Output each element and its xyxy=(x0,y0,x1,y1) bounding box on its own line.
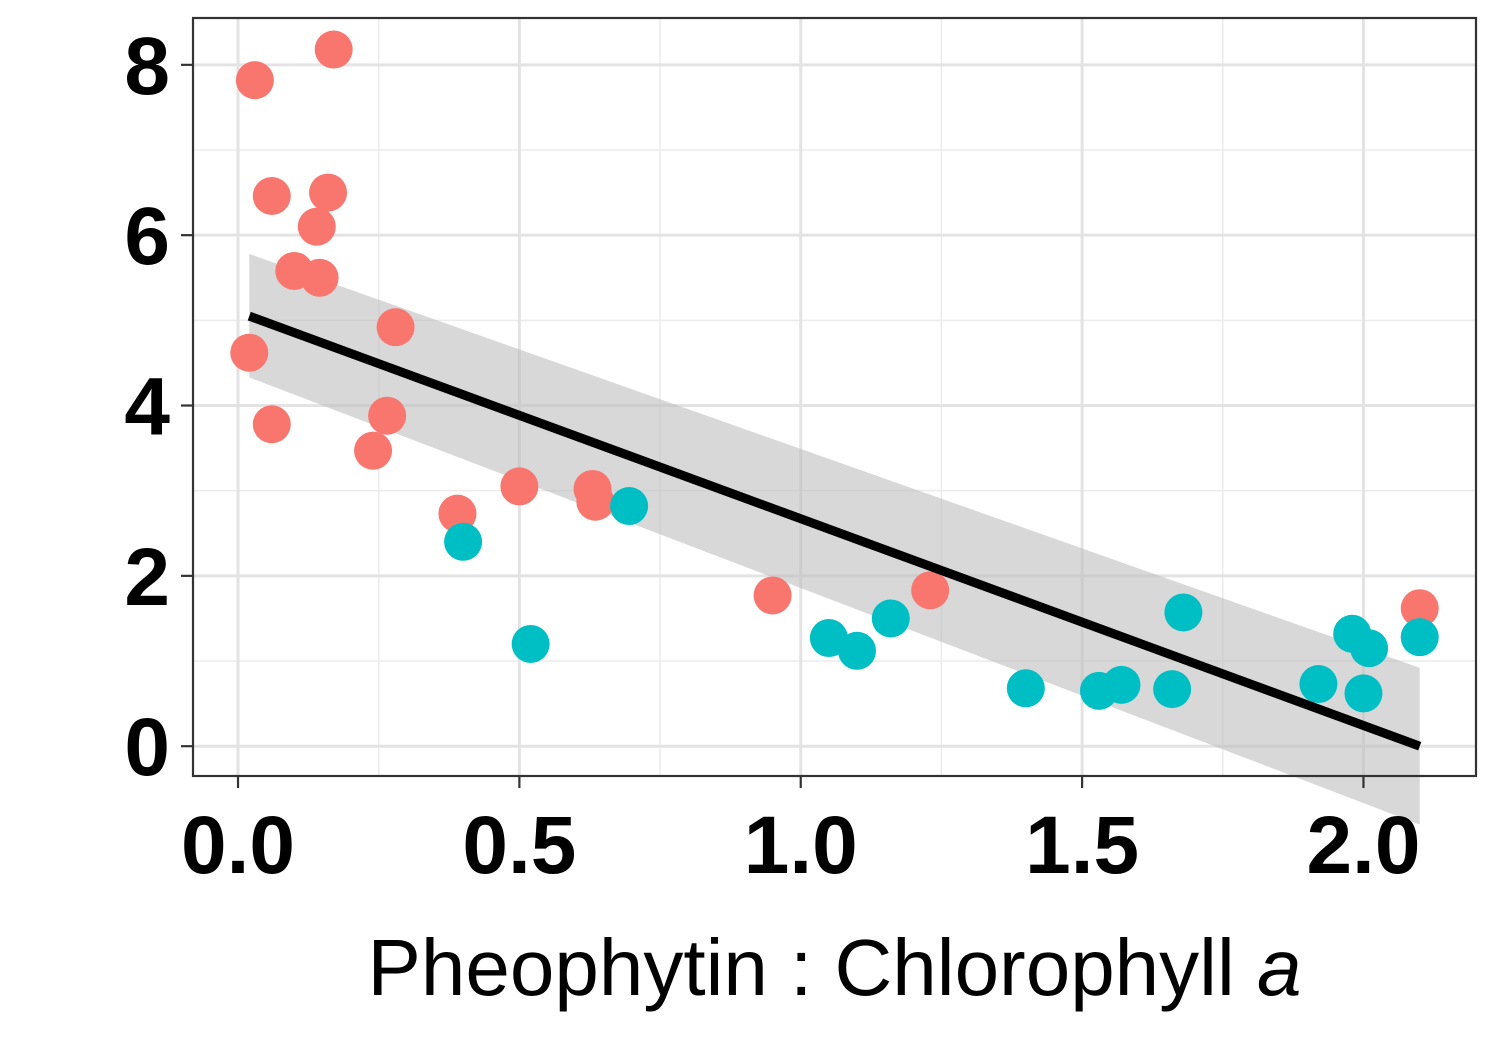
trend-line-layer xyxy=(247,311,1422,751)
y-tick-label: 4 xyxy=(124,362,170,453)
data-point-series-2 xyxy=(1350,629,1389,668)
x-tick-label: 1.5 xyxy=(1025,800,1139,891)
data-point-series-2 xyxy=(838,631,877,670)
x-tick-label: 0.5 xyxy=(462,800,576,891)
data-point-series-2 xyxy=(1299,665,1338,704)
y-tick-label: 0 xyxy=(124,702,170,793)
data-point-series-2 xyxy=(871,599,910,638)
data-point-series-1 xyxy=(300,258,339,297)
data-point-series-1 xyxy=(376,308,415,347)
data-point-series-2 xyxy=(1006,669,1045,708)
data-point-series-1 xyxy=(1400,589,1439,628)
data-points xyxy=(230,30,1439,713)
y-tick-label: 2 xyxy=(124,532,170,623)
data-point-series-2 xyxy=(1344,674,1383,713)
data-point-series-2 xyxy=(1102,665,1141,704)
trend-line xyxy=(247,311,1422,751)
data-point-series-1 xyxy=(235,61,274,100)
data-point-series-1 xyxy=(438,494,477,533)
x-tick-label: 2.0 xyxy=(1306,800,1420,891)
data-point-series-1 xyxy=(309,173,348,212)
confidence-band xyxy=(249,253,1420,825)
data-point-series-1 xyxy=(297,207,336,246)
x-axis-title-main: Pheophytin : Chlorophyll xyxy=(368,923,1257,1012)
plot-panel-border xyxy=(191,16,1478,778)
data-point-series-2 xyxy=(1164,593,1203,632)
data-point-series-1 xyxy=(252,405,291,444)
data-point-series-1 xyxy=(500,467,539,506)
data-point-series-1 xyxy=(753,576,792,615)
data-point-series-1 xyxy=(252,177,291,216)
x-tick-label: 1.0 xyxy=(744,800,858,891)
data-point-series-2 xyxy=(610,487,649,526)
x-tick-label: 0.0 xyxy=(181,800,295,891)
data-point-series-2 xyxy=(1400,618,1439,657)
data-point-series-1 xyxy=(576,482,615,521)
data-point-series-1 xyxy=(368,396,407,435)
x-axis-title: Pheophytin : Chlorophyll a xyxy=(368,923,1302,1012)
data-point-series-1 xyxy=(314,30,353,69)
y-tick-label: 6 xyxy=(124,191,170,282)
x-axis-title-italic: a xyxy=(1257,923,1302,1012)
y-tick-label: 8 xyxy=(124,21,170,112)
data-point-series-1 xyxy=(911,571,950,610)
data-point-series-2 xyxy=(511,624,550,663)
data-point-series-1 xyxy=(230,333,269,372)
data-point-series-1 xyxy=(354,431,393,470)
data-point-series-2 xyxy=(444,522,483,561)
axes: 0.0 0.5 1.0 1.5 2.0 0 2 4 6 8 xyxy=(124,21,1420,891)
data-point-series-2 xyxy=(1153,670,1192,709)
confidence-band-layer xyxy=(249,253,1420,825)
